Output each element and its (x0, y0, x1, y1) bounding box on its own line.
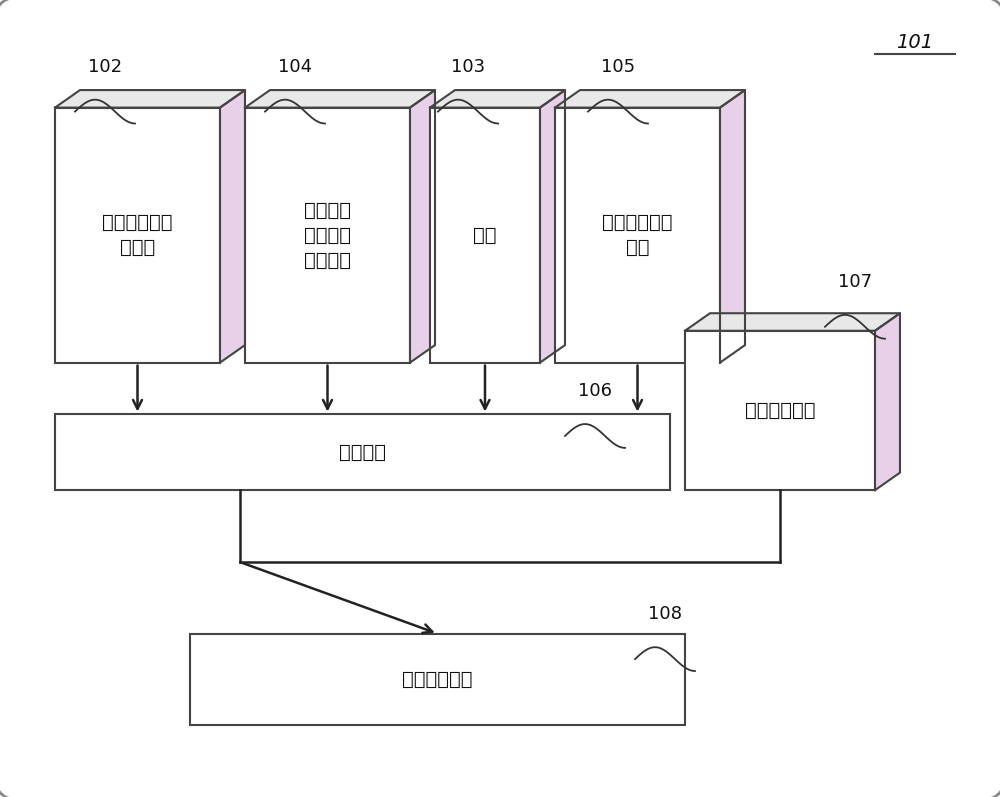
Text: 106: 106 (578, 382, 612, 400)
Bar (555, 108, 720, 363)
Bar (55, 108, 220, 363)
Text: 词典: 词典 (473, 226, 497, 245)
Bar (685, 331, 875, 490)
Bar (55, 414, 670, 490)
Polygon shape (685, 313, 900, 331)
Text: 104: 104 (278, 57, 312, 76)
Text: 108: 108 (648, 605, 682, 623)
Polygon shape (555, 90, 745, 108)
Polygon shape (720, 90, 745, 363)
Bar (245, 108, 410, 363)
Text: 用于处理
相关上下
文的模型: 用于处理 相关上下 文的模型 (304, 201, 351, 269)
Polygon shape (410, 90, 435, 363)
Text: 107: 107 (838, 273, 872, 291)
Polygon shape (875, 313, 900, 490)
Text: 105: 105 (601, 57, 635, 76)
Text: 101: 101 (896, 33, 934, 52)
Text: 103: 103 (451, 57, 485, 76)
Text: 第一预设语言
模型: 第一预设语言 模型 (602, 213, 673, 257)
Text: 第一解码网络: 第一解码网络 (402, 670, 473, 689)
Polygon shape (220, 90, 245, 363)
Polygon shape (430, 90, 565, 108)
Text: 第一词图: 第一词图 (339, 443, 386, 461)
Polygon shape (55, 90, 245, 108)
Text: 第二语言模型: 第二语言模型 (745, 401, 815, 420)
Polygon shape (540, 90, 565, 363)
Bar (190, 634, 685, 725)
Polygon shape (245, 90, 435, 108)
Text: 预先训练的声
学模型: 预先训练的声 学模型 (102, 213, 173, 257)
Text: 102: 102 (88, 57, 122, 76)
Bar (430, 108, 540, 363)
